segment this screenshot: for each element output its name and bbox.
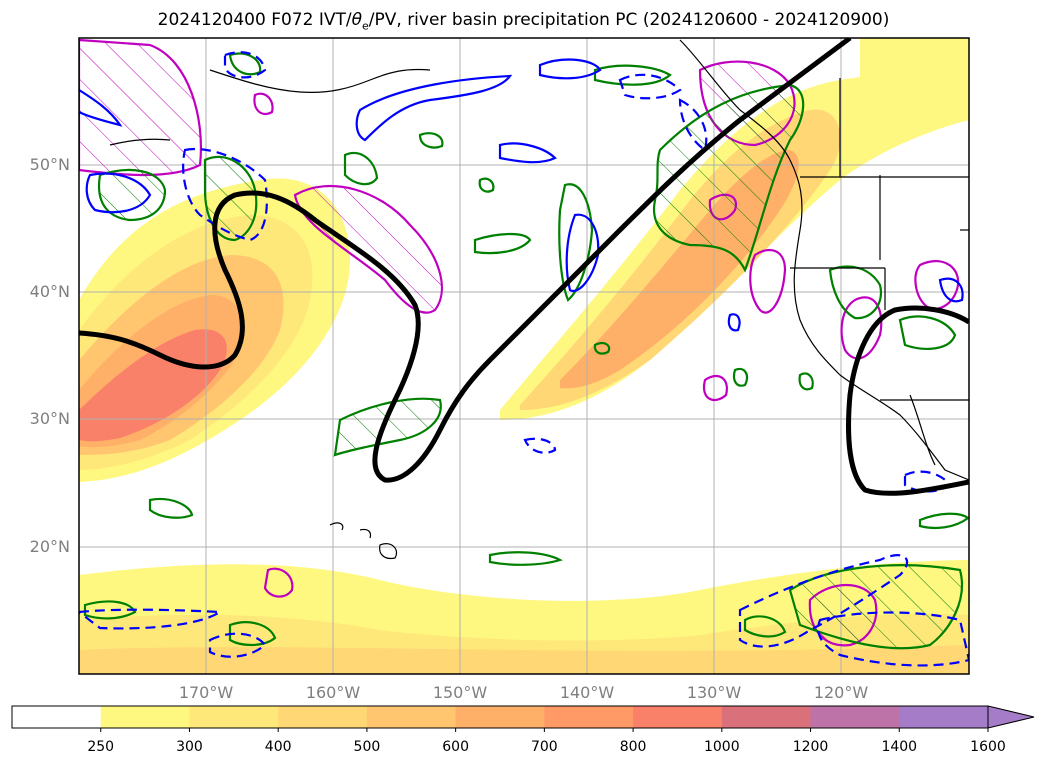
colorbar-tick-label: 600 (442, 739, 469, 755)
coastlines (109, 39, 969, 560)
colorbar-outline (11, 705, 988, 729)
colorbar-segment (278, 706, 368, 728)
ivt-north-corner (860, 38, 969, 110)
colorbar-segment (12, 706, 102, 728)
colorbar-segment (633, 706, 723, 728)
map-canvas (78, 37, 970, 675)
ivt-plume-west (79, 178, 350, 482)
colorbar-segment (544, 706, 634, 728)
lat-label-20n: 20°N (29, 537, 70, 556)
colorbar-tick-label: 1200 (792, 739, 829, 755)
colorbar (11, 705, 1035, 732)
lon-label-170w: 170°W (178, 683, 234, 702)
lat-label-50n: 50°N (29, 155, 70, 174)
colorbar-segment (810, 706, 900, 728)
colorbar-segment (721, 706, 812, 728)
theta-e-contours (79, 38, 969, 496)
colorbar-tick-label: 1400 (881, 739, 918, 755)
colorbar-tick-label: 1000 (703, 739, 740, 755)
colorbar-tick-label: 300 (176, 739, 203, 755)
lat-label-40n: 40°N (29, 282, 70, 301)
colorbar-segment (455, 706, 545, 728)
lon-label-140w: 140°W (559, 683, 615, 702)
colorbar-segment (100, 706, 190, 728)
colorbar-tick-label: 700 (530, 739, 558, 755)
precip-contours (83, 52, 969, 650)
lon-label-150w: 150°W (432, 683, 488, 702)
lon-label-130w: 130°W (686, 683, 742, 702)
colorbar-tick-label: 800 (619, 739, 647, 755)
ivt-southern-band (79, 560, 969, 674)
colorbar-tick-label: 500 (353, 739, 381, 755)
lon-label-160w: 160°W (305, 683, 361, 702)
colorbar-tick-label: 400 (264, 739, 292, 755)
colorbar-segment (899, 706, 989, 728)
colorbar-segment (366, 706, 457, 728)
colorbar-extend-arrow (987, 705, 1035, 729)
map-title: 2024120400 F072 IVT/θe/PV, river basin p… (157, 10, 890, 33)
colorbar-tick-label: 250 (87, 739, 115, 755)
colorbar-segment (189, 706, 279, 728)
map-frame (78, 37, 970, 675)
lon-label-120w: 120°W (813, 683, 869, 702)
colorbar-tick-label: 1600 (970, 739, 1006, 755)
pv-contours (79, 51, 969, 667)
lat-label-30n: 30°N (29, 409, 70, 428)
